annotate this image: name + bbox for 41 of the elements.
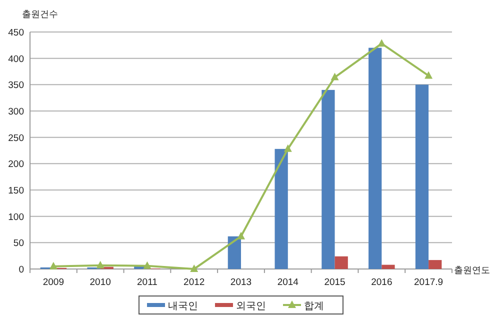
x-tick-label: 2009 (42, 277, 64, 288)
point (284, 144, 292, 152)
y-tick-label: 50 (13, 238, 24, 250)
y-axis-title: 출원건수 (22, 9, 58, 19)
bar (428, 260, 442, 269)
x-tick-label: 2012 (184, 277, 205, 288)
point (49, 262, 58, 270)
bar (368, 48, 382, 269)
point (378, 39, 386, 47)
x-tick-label: 2015 (324, 277, 346, 288)
y-tick-label: 400 (8, 54, 24, 65)
y-tick-label: 100 (8, 212, 24, 223)
x-tick-label: 2017.9 (414, 277, 444, 288)
y-tick-label: 250 (8, 132, 24, 144)
bar (322, 90, 335, 269)
x-tick-label: 2014 (277, 277, 298, 288)
legend-label: 합계 (304, 301, 324, 312)
x-tick-label: 2016 (371, 277, 392, 288)
y-tick-label: 350 (8, 80, 24, 92)
x-tick-label: 2010 (90, 277, 111, 288)
y-tick-label: 300 (8, 106, 24, 118)
bar (274, 148, 288, 269)
bar (228, 236, 241, 269)
x-tick-label: 2011 (137, 277, 158, 288)
y-tick-label: 450 (8, 28, 24, 38)
x-tick-label: 2013 (230, 277, 252, 288)
legend-label: 내국인 (168, 301, 198, 312)
bar (334, 256, 348, 269)
point (190, 264, 198, 272)
point (96, 260, 104, 268)
y-tick-label: 200 (8, 159, 24, 170)
legend-label: 외국인 (236, 301, 266, 312)
y-tick-label: 150 (8, 186, 24, 196)
y-tick-label: 0 (18, 264, 24, 276)
bar (382, 264, 395, 269)
bar (415, 84, 429, 269)
point (143, 261, 152, 269)
point (330, 72, 339, 80)
point (424, 71, 433, 79)
x-axis-title: 출원연도 (454, 265, 490, 275)
point (237, 232, 245, 240)
